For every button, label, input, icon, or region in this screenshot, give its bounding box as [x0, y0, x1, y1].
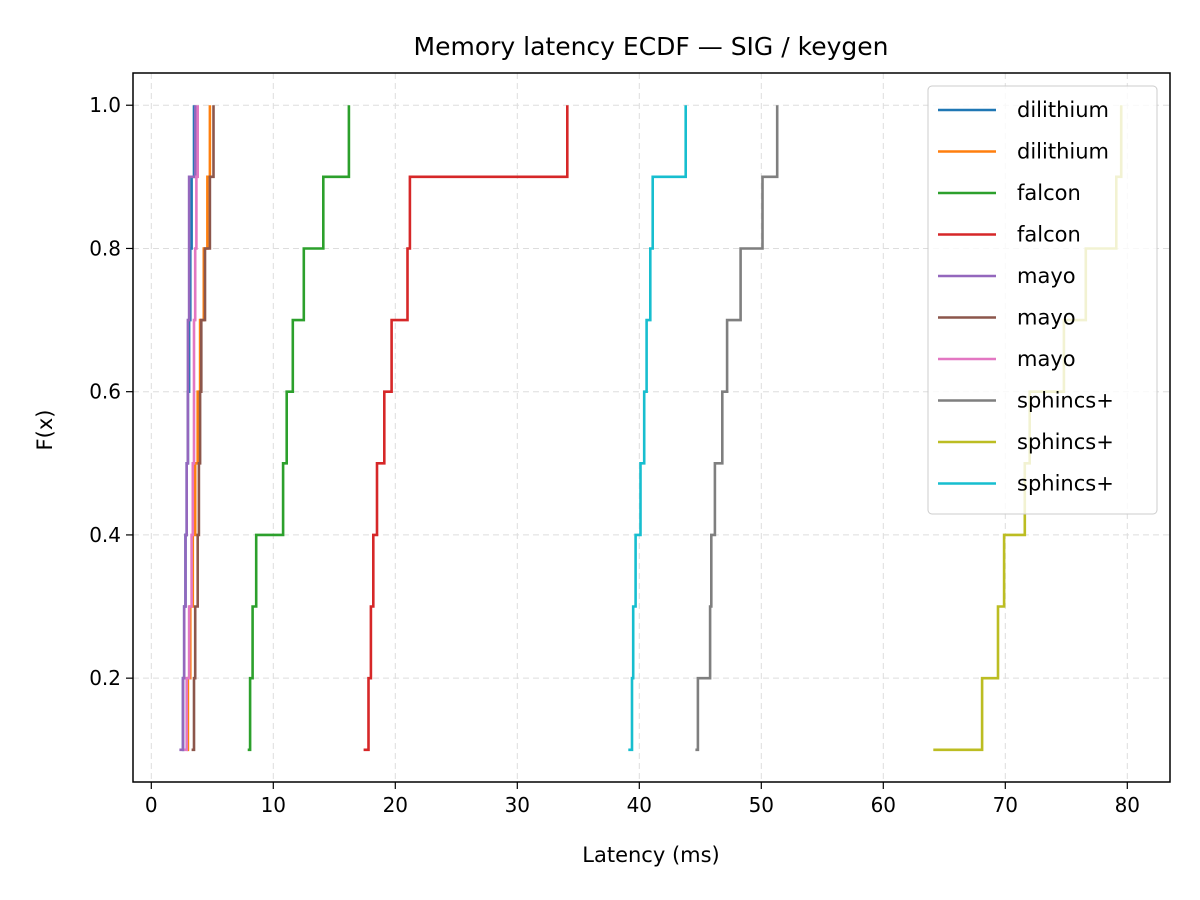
- y-tick-label: 1.0: [89, 93, 121, 117]
- x-tick-label: 50: [749, 793, 774, 817]
- x-axis-label: Latency (ms): [582, 843, 719, 867]
- axis-ticks: 0 10 20 30 40 50 60 70 80 0.2 0.4 0.6 0.8 1.0: [89, 93, 1140, 817]
- x-tick-label: 20: [383, 793, 408, 817]
- y-tick-label: 0.4: [89, 523, 121, 547]
- series-lines: [179, 105, 1123, 752]
- x-tick-label: 80: [1115, 793, 1140, 817]
- plot-area-frame: [132, 72, 1171, 783]
- x-tick-label: 40: [627, 793, 652, 817]
- ecdf-line-10: [628, 105, 687, 752]
- legend-label: mayo: [1017, 264, 1076, 288]
- legend: dilithium dilithium falcon falcon mayo mayo ma…: [927, 85, 1158, 515]
- legend-label: falcon: [1017, 181, 1081, 205]
- legend-label: falcon: [1017, 223, 1081, 247]
- y-tick-label: 0.6: [89, 380, 121, 404]
- legend-label: sphincs+: [1017, 389, 1114, 413]
- ecdf-line-8: [695, 105, 779, 752]
- ecdf-line-4: [363, 105, 569, 752]
- ecdf-line-6: [191, 105, 215, 752]
- y-tick-label: 0.2: [89, 666, 121, 690]
- ecdf-line-5: [179, 105, 197, 752]
- ecdf-line-7: [184, 105, 199, 752]
- legend-label: sphincs+: [1017, 472, 1114, 496]
- x-tick-label: 60: [871, 793, 896, 817]
- x-tick-label: 10: [261, 793, 286, 817]
- ecdf-line-3: [247, 105, 351, 752]
- legend-label: sphincs+: [1017, 430, 1114, 454]
- legend-label: mayo: [1017, 306, 1076, 330]
- x-tick-label: 70: [993, 793, 1018, 817]
- legend-label: mayo: [1017, 347, 1076, 371]
- legend-label: dilithium: [1017, 98, 1109, 122]
- x-tick-label: 30: [505, 793, 530, 817]
- y-axis-label: F(x): [33, 410, 57, 451]
- y-tick-label: 0.8: [89, 236, 121, 260]
- x-tick-label: 0: [145, 793, 158, 817]
- chart-title: Memory latency ECDF — SIG / keygen: [414, 32, 889, 61]
- legend-label: dilithium: [1017, 140, 1109, 164]
